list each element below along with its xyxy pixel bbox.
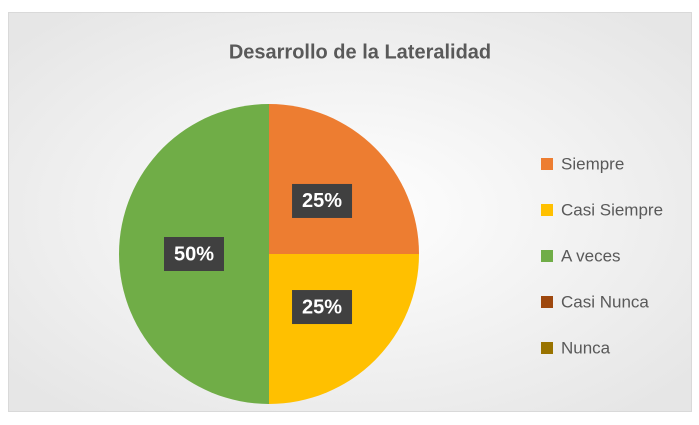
chart-title: Desarrollo de la Lateralidad [229, 41, 491, 63]
legend-label: Casi Nunca [561, 292, 649, 311]
legend-swatch [541, 158, 553, 170]
data-label: 25% [302, 296, 342, 318]
legend-label: Casi Siempre [561, 200, 663, 219]
legend-swatch [541, 342, 553, 354]
legend-swatch [541, 296, 553, 308]
legend-label: A veces [561, 246, 621, 265]
legend-swatch [541, 204, 553, 216]
legend-label: Nunca [561, 338, 611, 357]
legend-swatch [541, 250, 553, 262]
data-label-box [292, 183, 353, 218]
data-label-box [292, 290, 353, 325]
data-label: 50% [174, 243, 214, 265]
legend-label: Siempre [561, 154, 624, 173]
data-label-box [164, 237, 224, 271]
data-label: 25% [302, 190, 342, 212]
